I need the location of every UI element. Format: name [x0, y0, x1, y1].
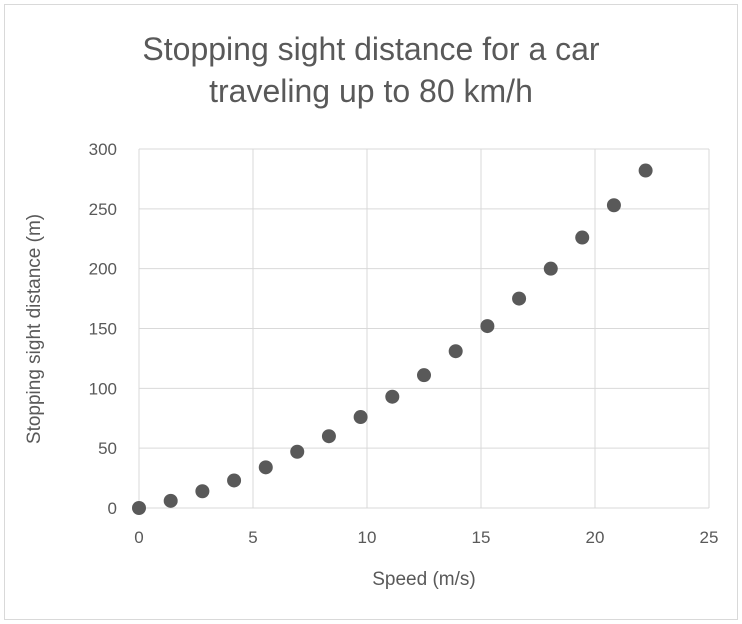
x-tick-label: 15 [472, 528, 491, 547]
data-point [417, 368, 431, 383]
data-point [163, 493, 178, 508]
x-tick-label: 0 [134, 528, 143, 547]
data-points [132, 163, 653, 515]
x-axis-label: Speed (m/s) [372, 569, 475, 590]
y-tick-label: 300 [89, 140, 117, 159]
data-point [543, 261, 558, 276]
data-point [290, 444, 305, 459]
chart-frame [4, 4, 738, 620]
data-point [480, 319, 495, 334]
y-axis-label: Stopping sight distance (m) [24, 214, 45, 444]
data-point [575, 230, 590, 245]
data-point [512, 291, 527, 306]
y-tick-label: 150 [89, 320, 117, 339]
data-point [353, 410, 368, 425]
y-tick-label: 250 [89, 200, 117, 219]
data-point [258, 460, 273, 475]
x-tick-label: 5 [248, 528, 257, 547]
chart-title: Stopping sight distance for a car travel… [0, 28, 742, 112]
x-tick-label: 25 [700, 528, 719, 547]
chart-title-line-2: traveling up to 80 km/h [209, 73, 533, 109]
data-point [606, 198, 621, 213]
data-point [195, 484, 210, 499]
y-tick-label: 0 [108, 499, 117, 518]
y-tick-label: 50 [98, 439, 117, 458]
data-point [638, 163, 653, 178]
chart-title-line-1: Stopping sight distance for a car [142, 31, 600, 67]
gridlines [138, 148, 710, 509]
data-point [321, 429, 336, 444]
x-tick-label: 10 [358, 528, 377, 547]
data-point [227, 473, 242, 488]
x-tick-labels: 0 5 10 15 20 25 [134, 528, 718, 547]
y-tick-label: 200 [89, 260, 117, 279]
data-point [448, 344, 463, 359]
x-tick-label: 20 [586, 528, 605, 547]
data-point [132, 501, 146, 515]
y-tick-label: 100 [89, 379, 117, 398]
data-point [385, 389, 400, 404]
y-tick-labels: 0 50 100 150 200 250 300 [89, 140, 117, 518]
